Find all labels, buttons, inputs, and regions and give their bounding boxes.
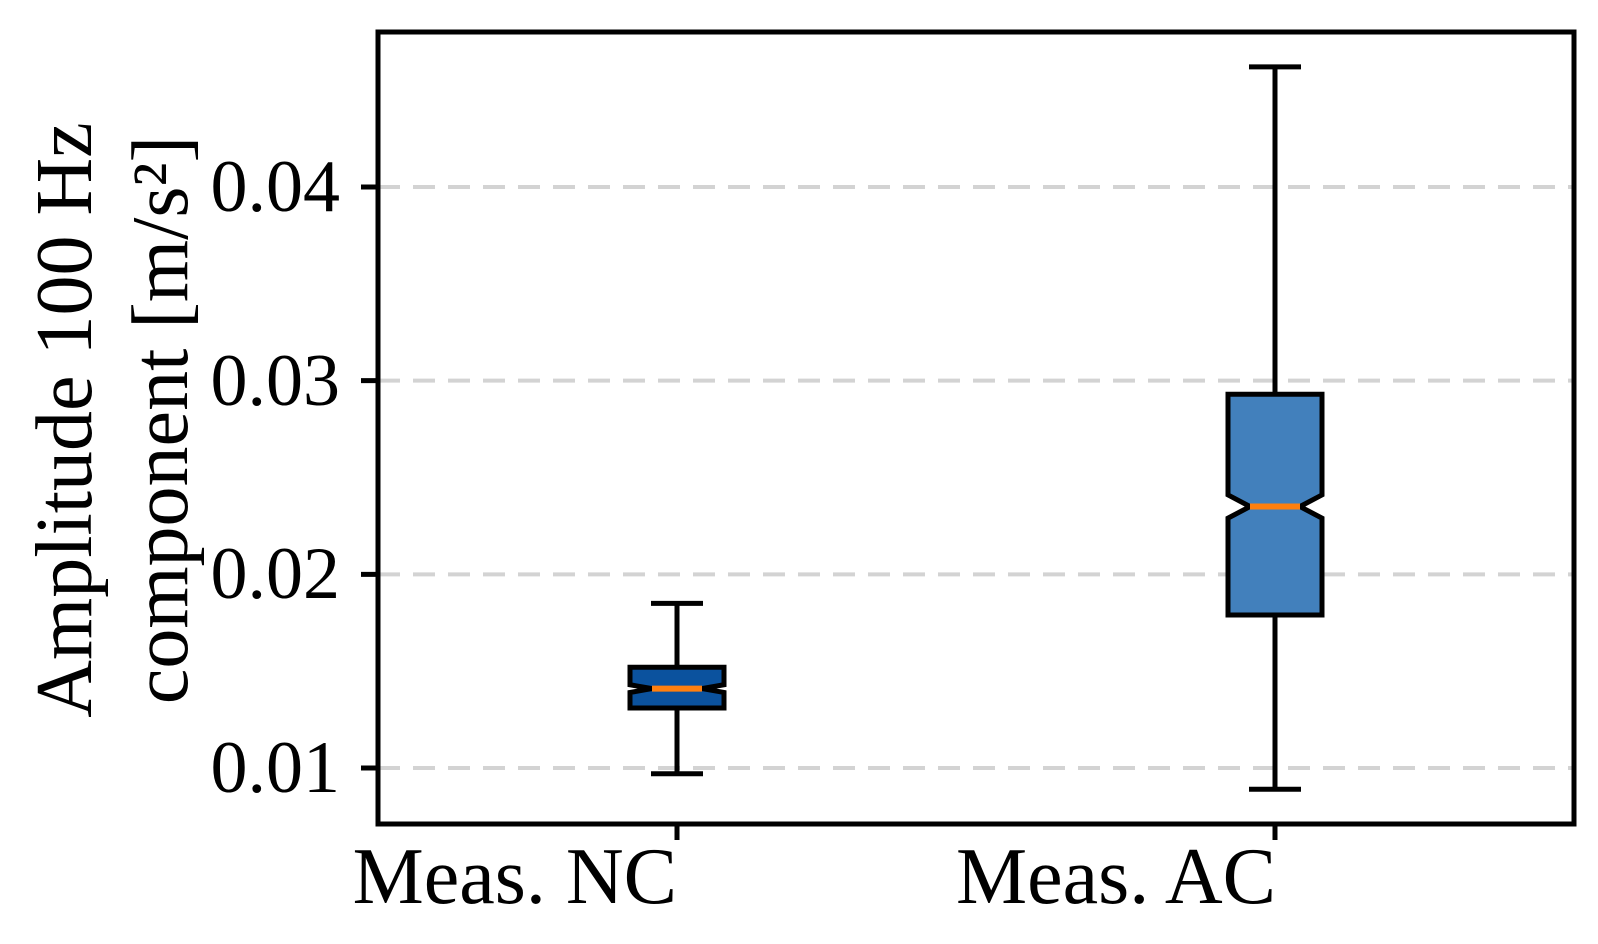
y-tick-label-0.01: 0.01 <box>210 727 341 809</box>
x-tick-label-meas-ac: Meas. AC <box>956 833 1276 921</box>
x-tick-label-meas-nc: Meas. NC <box>352 833 677 921</box>
y-axis-label-line-2: component [m/s²] <box>117 135 205 705</box>
axes-frame <box>375 29 1577 827</box>
y-axis-label-line-1: Amplitude 100 Hz <box>21 122 109 718</box>
y-tick-label-0.03: 0.03 <box>210 339 341 422</box>
y-tick-label-0.04: 0.04 <box>210 145 341 228</box>
y-tick-label-0.02: 0.02 <box>210 533 341 616</box>
